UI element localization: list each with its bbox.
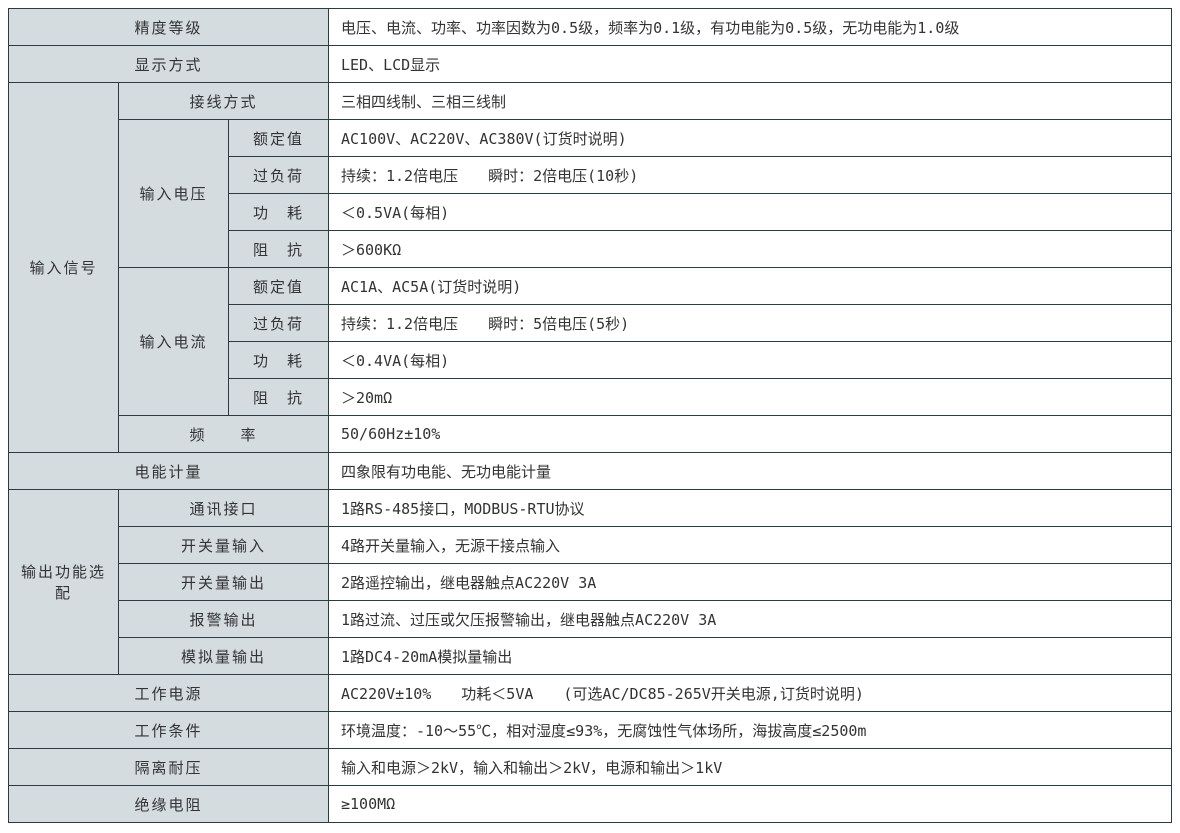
value-comm: 1路RS-485接口，MODBUS-RTU协议	[329, 490, 1172, 527]
value-current-impedance: ＞20mΩ	[329, 379, 1172, 416]
row-insulation: 绝缘电阻 ≥100MΩ	[9, 786, 1172, 823]
row-conditions: 工作条件 环境温度：-10～55℃，相对湿度≤93%，无腐蚀性气体场所，海拔高度…	[9, 712, 1172, 749]
value-precision: 电压、电流、功率、功率因数为0.5级，频率为0.1级，有功电能为0.5级，无功电…	[329, 9, 1172, 46]
value-power-supply: AC220V±10% 功耗＜5VA (可选AC/DC85-265V开关电源,订货…	[329, 675, 1172, 712]
label-current-overload: 过负荷	[229, 305, 329, 342]
label-alarm: 报警输出	[119, 601, 329, 638]
row-power-supply: 工作电源 AC220V±10% 功耗＜5VA (可选AC/DC85-265V开关…	[9, 675, 1172, 712]
value-frequency: 50/60Hz±10%	[329, 416, 1172, 453]
value-current-power: ＜0.4VA(每相)	[329, 342, 1172, 379]
label-current-rated: 额定值	[229, 268, 329, 305]
label-precision: 精度等级	[9, 9, 329, 46]
label-di: 开关量输入	[119, 527, 329, 564]
value-do: 2路遥控输出，继电器触点AC220V 3A	[329, 564, 1172, 601]
value-current-overload: 持续：1.2倍电压 瞬时：5倍电压(5秒)	[329, 305, 1172, 342]
value-alarm: 1路过流、过压或欠压报警输出，继电器触点AC220V 3A	[329, 601, 1172, 638]
row-energy: 电能计量 四象限有功电能、无功电能计量	[9, 453, 1172, 490]
label-isolation: 隔离耐压	[9, 749, 329, 786]
row-di: 开关量输入 4路开关量输入，无源干接点输入	[9, 527, 1172, 564]
row-alarm: 报警输出 1路过流、过压或欠压报警输出，继电器触点AC220V 3A	[9, 601, 1172, 638]
label-output-opts: 输出功能选配	[9, 490, 119, 675]
spec-table: 精度等级 电压、电流、功率、功率因数为0.5级，频率为0.1级，有功电能为0.5…	[8, 8, 1172, 823]
label-current-power: 功 耗	[229, 342, 329, 379]
label-input-voltage: 输入电压	[119, 120, 229, 268]
label-energy: 电能计量	[9, 453, 329, 490]
row-precision: 精度等级 电压、电流、功率、功率因数为0.5级，频率为0.1级，有功电能为0.5…	[9, 9, 1172, 46]
value-current-rated: AC1A、AC5A(订货时说明)	[329, 268, 1172, 305]
row-do: 开关量输出 2路遥控输出，继电器触点AC220V 3A	[9, 564, 1172, 601]
label-input-signal: 输入信号	[9, 83, 119, 453]
value-voltage-overload: 持续：1.2倍电压 瞬时：2倍电压(10秒)	[329, 157, 1172, 194]
row-comm: 输出功能选配 通讯接口 1路RS-485接口，MODBUS-RTU协议	[9, 490, 1172, 527]
value-isolation: 输入和电源＞2kV，输入和输出＞2kV，电源和输出＞1kV	[329, 749, 1172, 786]
label-display: 显示方式	[9, 46, 329, 83]
row-current-rated: 输入电流 额定值 AC1A、AC5A(订货时说明)	[9, 268, 1172, 305]
label-power-supply: 工作电源	[9, 675, 329, 712]
row-isolation: 隔离耐压 输入和电源＞2kV，输入和输出＞2kV，电源和输出＞1kV	[9, 749, 1172, 786]
value-wiring: 三相四线制、三相三线制	[329, 83, 1172, 120]
value-energy: 四象限有功电能、无功电能计量	[329, 453, 1172, 490]
row-display: 显示方式 LED、LCD显示	[9, 46, 1172, 83]
value-voltage-impedance: ＞600KΩ	[329, 231, 1172, 268]
label-analog: 模拟量输出	[119, 638, 329, 675]
label-comm: 通讯接口	[119, 490, 329, 527]
label-wiring: 接线方式	[119, 83, 329, 120]
label-conditions: 工作条件	[9, 712, 329, 749]
row-wiring: 输入信号 接线方式 三相四线制、三相三线制	[9, 83, 1172, 120]
label-voltage-overload: 过负荷	[229, 157, 329, 194]
label-voltage-impedance: 阻 抗	[229, 231, 329, 268]
value-voltage-rated: AC100V、AC220V、AC380V(订货时说明)	[329, 120, 1172, 157]
row-frequency: 频 率 50/60Hz±10%	[9, 416, 1172, 453]
label-current-impedance: 阻 抗	[229, 379, 329, 416]
label-do: 开关量输出	[119, 564, 329, 601]
value-di: 4路开关量输入，无源干接点输入	[329, 527, 1172, 564]
row-voltage-rated: 输入电压 额定值 AC100V、AC220V、AC380V(订货时说明)	[9, 120, 1172, 157]
value-analog: 1路DC4-20mA模拟量输出	[329, 638, 1172, 675]
label-frequency: 频 率	[119, 416, 329, 453]
value-display: LED、LCD显示	[329, 46, 1172, 83]
value-insulation: ≥100MΩ	[329, 786, 1172, 823]
value-conditions: 环境温度：-10～55℃，相对湿度≤93%，无腐蚀性气体场所，海拔高度≤2500…	[329, 712, 1172, 749]
label-voltage-power: 功 耗	[229, 194, 329, 231]
label-insulation: 绝缘电阻	[9, 786, 329, 823]
row-analog: 模拟量输出 1路DC4-20mA模拟量输出	[9, 638, 1172, 675]
value-voltage-power: ＜0.5VA(每相)	[329, 194, 1172, 231]
label-voltage-rated: 额定值	[229, 120, 329, 157]
label-input-current: 输入电流	[119, 268, 229, 416]
